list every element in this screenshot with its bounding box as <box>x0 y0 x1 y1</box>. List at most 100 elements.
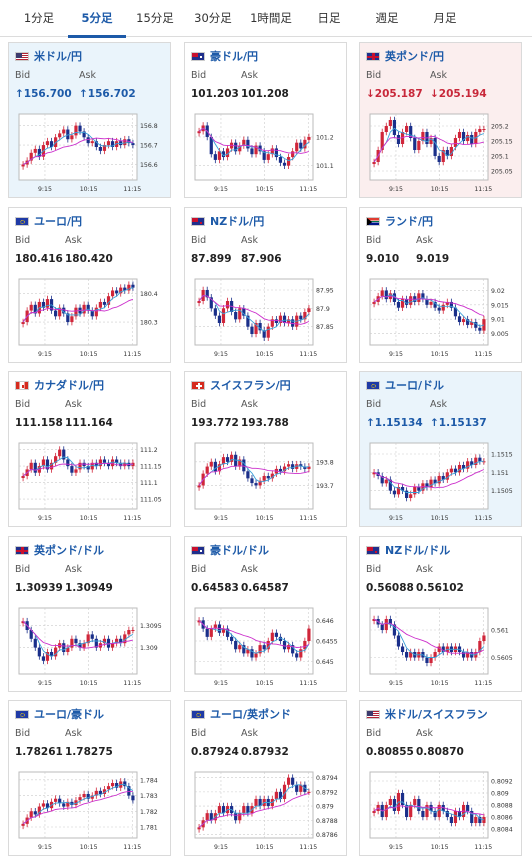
pair-name-link[interactable]: スイスフラン/円 <box>210 379 291 392</box>
candle-body <box>82 131 86 138</box>
pair-name-link[interactable]: ユーロ/英ポンド <box>210 708 292 721</box>
candle-body <box>250 649 254 658</box>
eu-flag-icon <box>15 216 29 226</box>
tab-4[interactable]: 1時間足 <box>250 11 292 25</box>
candle-body <box>295 653 299 658</box>
ma-short-line <box>198 784 310 828</box>
price-chart[interactable]: 1.3095 1.309 9:15 10:15 11:15 <box>16 605 166 689</box>
plot-area <box>369 278 489 346</box>
rate-card-eur-usd[interactable]: ユーロ/ドル Bid Ask ↑1.15134 ↑1.15137 1.1515 1.151 1… <box>359 371 522 527</box>
pair-name-link[interactable]: NZドル/ドル <box>385 544 451 557</box>
candle-body <box>82 643 86 648</box>
pair-name-link[interactable]: ランド/円 <box>385 215 434 228</box>
candle-body <box>466 805 470 811</box>
tab-0[interactable]: 1分足 <box>23 11 55 25</box>
tab-3[interactable]: 30分足 <box>194 11 232 25</box>
pair-name-link[interactable]: 豪ドル/ドル <box>210 544 270 557</box>
price-chart[interactable]: 101.2 101.1 9:15 10:15 11:15 <box>192 111 342 195</box>
tab-1[interactable]: 5分足 <box>68 0 126 38</box>
rate-card-usd-chf[interactable]: 米ドル/スイスフラン Bid Ask 0.80855 0.80870 0.8092 0.80… <box>359 700 522 856</box>
pair-name-link[interactable]: ユーロ/豪ドル <box>34 708 105 721</box>
ask-price: 0.80870 <box>416 746 464 758</box>
candle-body <box>433 479 437 484</box>
pair-name-link[interactable]: 英ポンド/ドル <box>34 544 105 557</box>
candle-body <box>372 162 376 164</box>
tab-5[interactable]: 日足 <box>317 11 341 25</box>
price-chart[interactable]: 156.8 156.7 156.6 9:15 10:15 11:15 <box>16 111 166 195</box>
ma-long-line <box>198 127 310 154</box>
candle-body <box>110 141 115 147</box>
candle-body <box>86 634 90 644</box>
price-chart[interactable]: 1.1515 1.151 1.1505 9:15 10:15 11:15 <box>367 440 517 524</box>
rate-card-aud-usd[interactable]: 豪ドル/ドル Bid Ask 0.64583 0.64587 0.646 0.6455 0.6… <box>184 536 347 692</box>
tab-2[interactable]: 15分足 <box>136 11 174 25</box>
rate-card-usd-jpy[interactable]: 米ドル/円 Bid Ask ↑156.700 ↑156.702 156.8 156.7 156… <box>8 42 171 198</box>
price-chart[interactable]: 0.646 0.6455 0.645 9:15 10:15 11:15 <box>192 605 342 689</box>
pair-name-link[interactable]: 英ポンド/円 <box>385 50 445 63</box>
price-chart[interactable]: 180.4 180.3 9:15 10:15 11:15 <box>16 276 166 360</box>
ask-label: Ask <box>241 70 258 81</box>
candle-body <box>197 301 201 303</box>
price-chart[interactable]: 87.95 87.9 87.85 9:15 10:15 11:15 <box>192 276 342 360</box>
price-chart[interactable]: 0.561 0.5605 9:15 10:15 11:15 <box>367 605 517 689</box>
candle-body <box>396 635 401 647</box>
ma-short-line <box>373 460 484 493</box>
candle-body <box>37 148 41 157</box>
pair-name-link[interactable]: カナダドル/円 <box>34 379 105 392</box>
rate-card-zar-jpy[interactable]: ランド/円 Bid Ask 9.010 9.019 9.02 9.015 9.01 9.005 9… <box>359 207 522 363</box>
pair-name-link[interactable]: ユーロ/円 <box>34 215 83 228</box>
price-chart[interactable]: 0.8092 0.809 0.8088 0.8086 0.8084 9:15 10:15 11… <box>367 769 517 853</box>
rate-card-gbp-usd[interactable]: 英ポンド/ドル Bid Ask 1.30939 1.30949 1.3095 1.309 9:… <box>8 536 171 692</box>
candle-body <box>417 487 421 491</box>
pair-name-link[interactable]: ユーロ/ドル <box>385 379 445 392</box>
price-chart[interactable]: 205.2 205.15 205.1 205.05 9:15 10:15 11:15 <box>367 111 517 195</box>
rate-card-chf-jpy[interactable]: スイスフラン/円 Bid Ask 193.772 193.788 193.8 193.7 9:… <box>184 371 347 527</box>
candle-body <box>291 645 295 654</box>
candle-body <box>234 142 238 152</box>
candle-body <box>234 641 238 650</box>
candle-body <box>380 476 384 484</box>
bid-label: Bid <box>366 235 382 246</box>
x-tick-label: 10:15 <box>431 680 449 687</box>
candle-body <box>478 129 482 132</box>
rate-card-aud-jpy[interactable]: 豪ドル/円 Bid Ask 101.203 101.208 101.2 101.1 9:15 1… <box>184 42 347 198</box>
pair-name-link[interactable]: 豪ドル/円 <box>210 50 259 63</box>
ask-label: Ask <box>430 399 447 410</box>
rate-card-eur-jpy[interactable]: ユーロ/円 Bid Ask 180.416 180.420 180.4 180.3 9:15 1… <box>8 207 171 363</box>
price-chart[interactable]: 111.2 111.15 111.1 111.05 9:15 10:15 11:15 <box>16 440 166 524</box>
pair-name-link[interactable]: NZドル/円 <box>210 215 265 228</box>
pair-name-link[interactable]: 米ドル/スイスフラン <box>385 708 488 721</box>
x-tick-label: 9:15 <box>214 186 228 193</box>
candle-body <box>110 290 115 297</box>
rate-card-eur-aud[interactable]: ユーロ/豪ドル Bid Ask 1.78261 1.78275 1.784 1.783 1.7… <box>8 700 171 856</box>
tab-6[interactable]: 週足 <box>375 11 399 25</box>
rate-card-nzd-usd[interactable]: NZドル/ドル Bid Ask 0.56088 0.56102 0.561 0.5605 9:… <box>359 536 522 692</box>
pair-name-link[interactable]: 米ドル/円 <box>34 50 83 63</box>
us-flag-icon <box>15 51 29 61</box>
rate-card-cad-jpy[interactable]: カナダドル/円 Bid Ask 111.158 111.164 111.2 111.15 11… <box>8 371 171 527</box>
candle-body <box>217 806 222 814</box>
x-tick-label: 10:15 <box>256 186 274 193</box>
candle-body <box>286 645 291 650</box>
candle-body <box>70 801 74 805</box>
candle-body <box>54 456 58 463</box>
price-chart[interactable]: 193.8 193.7 9:15 10:15 11:15 <box>192 440 342 524</box>
price-chart[interactable]: 9.02 9.015 9.01 9.005 9:15 10:15 11:15 <box>367 276 517 360</box>
x-tick-label: 9:15 <box>214 515 228 522</box>
price-chart[interactable]: 0.8794 0.8792 0.879 0.8788 0.8786 9:15 10:15 11… <box>192 769 342 853</box>
price-chart[interactable]: 1.784 1.783 1.782 1.781 9:15 10:15 11:15 <box>16 769 166 853</box>
candle-body <box>278 315 283 323</box>
candle-body <box>58 133 62 138</box>
ask-label: Ask <box>241 728 258 739</box>
ma-long-line <box>198 465 310 486</box>
candle-body <box>470 461 474 465</box>
rate-card-gbp-jpy[interactable]: 英ポンド/円 Bid Ask ↓205.187 ↓205.194 205.2 205.15 2… <box>359 42 522 198</box>
y-tick-label: 1.309 <box>140 645 158 652</box>
tab-7[interactable]: 月足 <box>433 11 457 25</box>
x-tick-label: 11:15 <box>474 844 492 851</box>
rate-card-eur-gbp[interactable]: ユーロ/英ポンド Bid Ask 0.87924 0.87932 0.8794 0.8792… <box>184 700 347 856</box>
candle-body <box>425 483 429 487</box>
rate-card-nzd-jpy[interactable]: NZドル/円 Bid Ask 87.899 87.906 87.95 87.9 87.85 9:… <box>184 207 347 363</box>
candle-body <box>74 638 78 644</box>
candle-body <box>58 449 62 457</box>
